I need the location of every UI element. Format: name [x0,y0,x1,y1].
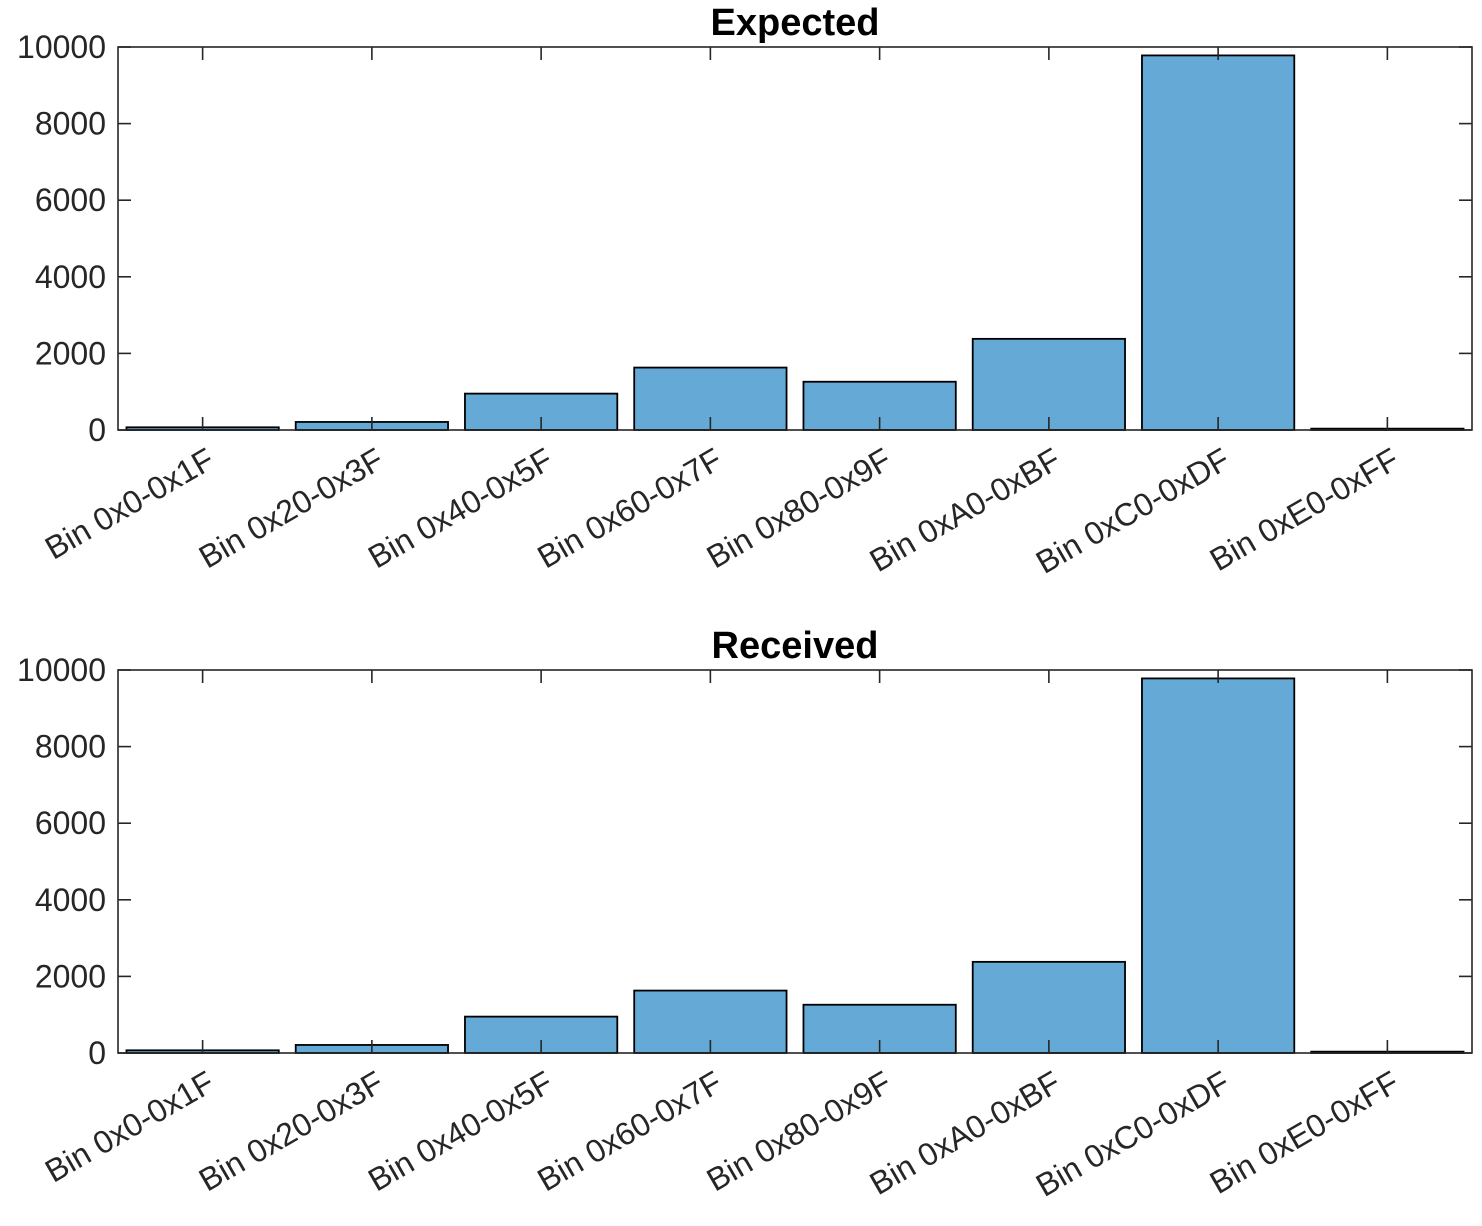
received-axes-frame [117,669,1473,1054]
received-ytick-label: 10000 [17,652,106,688]
expected-ytick-label: 0 [88,412,106,448]
received-ytick-label: 4000 [35,882,106,918]
received-ytick-label: 6000 [35,805,106,841]
received-chart-panel: Received 0 2000 4000 6000 8000 10000 Bin 0x0-0x… [17,625,1473,1204]
received-ytick-label: 8000 [35,729,106,765]
received-chart-title: Received [712,625,879,667]
expected-ytick-label: 10000 [17,29,106,65]
expected-xtick-label: Bin 0xC0-0xDF [1030,441,1236,581]
expected-ytick-label: 8000 [35,106,106,142]
received-ytick-label: 0 [88,1035,106,1071]
received-xtick-label: Bin 0x20-0x3F [193,1064,390,1198]
expected-xtick-label: Bin 0xE0-0xFF [1204,441,1405,578]
expected-bar-7 [1141,54,1296,431]
received-xtick-label: Bin 0xC0-0xDF [1030,1064,1236,1204]
expected-axes-frame [117,46,1473,431]
expected-ytick-label: 2000 [35,335,106,371]
received-bar-6 [971,960,1126,1054]
received-ytick-label: 2000 [35,958,106,994]
expected-xtick-label: Bin 0x60-0x7F [531,441,728,575]
expected-ytick-label: 6000 [35,182,106,218]
expected-xtick-label: Bin 0x20-0x3F [193,441,390,575]
received-bar-7 [1141,677,1296,1054]
expected-ytick-label: 4000 [35,259,106,295]
expected-bar-6 [971,337,1126,431]
received-xtick-label: Bin 0x60-0x7F [531,1064,728,1198]
expected-xtick-label: Bin 0x40-0x5F [362,441,559,575]
received-xtick-label: Bin 0xE0-0xFF [1204,1064,1405,1201]
expected-chart-title: Expected [711,2,880,44]
expected-chart-panel: Expected 0 2000 4000 6000 8000 10000 Bin 0x0-0x… [17,2,1473,581]
expected-xtick-label: Bin 0x0-0x1F [39,441,220,566]
received-xtick-label: Bin 0x0-0x1F [39,1064,220,1189]
received-xtick-label: Bin 0x40-0x5F [362,1064,559,1198]
